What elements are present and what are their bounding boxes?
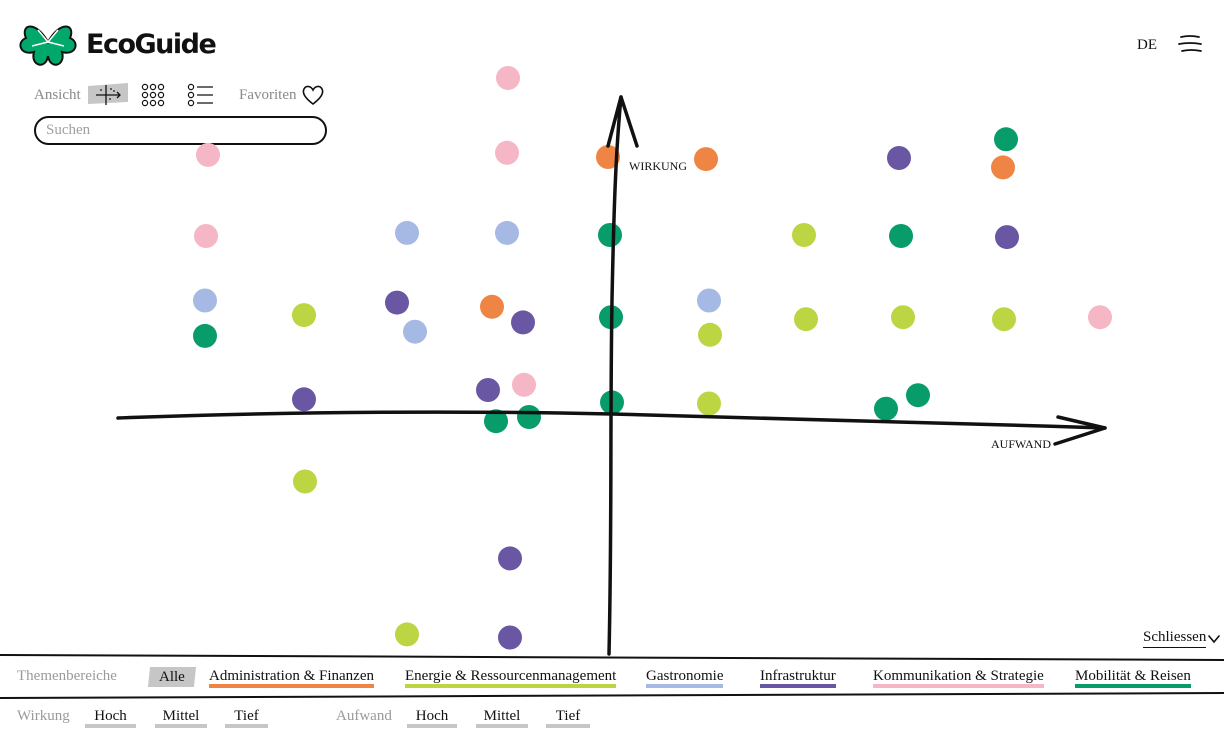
measure-dot-kommunikation[interactable]: [495, 140, 519, 165]
measure-dot-gastronomie[interactable]: [697, 288, 721, 313]
category-label: Kommunikation & Strategie: [873, 668, 1044, 684]
category-chip-infrastruktur[interactable]: Infrastruktur: [760, 668, 836, 688]
close-filter-button[interactable]: Schliessen: [1143, 629, 1221, 648]
measure-dot-mobilitaet[interactable]: [484, 409, 508, 434]
effort-filter-label: Aufwand: [336, 708, 392, 724]
measure-dot-energie[interactable]: [794, 307, 818, 332]
category-filter-row: Themenbereiche Alle Administration & Fin…: [0, 666, 1224, 690]
measure-dot-administration[interactable]: [480, 294, 504, 319]
category-label: Administration & Finanzen: [209, 668, 374, 684]
measure-dot-infrastruktur[interactable]: [476, 378, 500, 402]
measure-dot-kommunikation[interactable]: [512, 372, 536, 397]
impact-effort-filter-row: Wirkung Hoch Mittel Tief Aufwand Hoch Mi…: [0, 706, 1224, 730]
measure-dot-infrastruktur[interactable]: [887, 146, 911, 170]
impact-chip-tief[interactable]: Tief: [225, 708, 268, 728]
view-label: Ansicht: [34, 87, 81, 103]
view-toolbar: Ansicht: [34, 82, 334, 110]
measure-dot-mobilitaet[interactable]: [906, 383, 930, 408]
measure-dot-mobilitaet[interactable]: [598, 223, 622, 247]
close-label: Schliessen: [1143, 629, 1207, 648]
category-label: Energie & Ressourcenmanagement: [405, 668, 617, 684]
x-axis-arrowhead: [1053, 415, 1107, 446]
view-grid-button[interactable]: [140, 82, 168, 110]
heart-icon: [302, 85, 324, 106]
measure-dot-infrastruktur[interactable]: [385, 290, 409, 315]
measure-dot-mobilitaet[interactable]: [599, 305, 623, 330]
measure-dot-energie[interactable]: [293, 469, 317, 494]
y-axis: [607, 95, 623, 656]
x-axis-label: AUFWAND: [991, 437, 1051, 451]
divider-middle: [0, 692, 1224, 699]
effort-chip-hoch[interactable]: Hoch: [407, 708, 457, 728]
impact-filter-label: Wirkung: [17, 708, 70, 724]
measure-dot-energie[interactable]: [992, 307, 1016, 332]
measure-dot-kommunikation[interactable]: [194, 224, 218, 248]
measure-dot-energie[interactable]: [395, 622, 419, 647]
impact-chip-hoch[interactable]: Hoch: [85, 708, 136, 728]
view-axis-button[interactable]: [86, 82, 130, 108]
divider-top: [0, 654, 1224, 661]
measure-dot-infrastruktur[interactable]: [498, 546, 522, 571]
measure-dot-energie[interactable]: [698, 322, 722, 347]
measure-dot-energie[interactable]: [697, 391, 721, 416]
category-chip-gastronomie[interactable]: Gastronomie: [646, 668, 724, 688]
effort-chip-mittel[interactable]: Mittel: [476, 708, 528, 728]
measure-dot-mobilitaet[interactable]: [517, 405, 541, 429]
measure-dot-kommunikation[interactable]: [496, 66, 520, 90]
impact-chip-mittel[interactable]: Mittel: [155, 708, 207, 728]
measure-dot-kommunikation[interactable]: [1088, 305, 1112, 330]
clover-logo-icon: [19, 25, 77, 66]
view-list-button[interactable]: [187, 82, 215, 110]
logo-text: EcoGuide: [86, 28, 217, 60]
category-label: Infrastruktur: [760, 668, 836, 684]
measure-dot-kommunikation[interactable]: [196, 142, 220, 167]
effort-chip-tief[interactable]: Tief: [546, 708, 590, 728]
logo[interactable]: EcoGuide: [16, 16, 217, 72]
measure-dot-administration[interactable]: [694, 147, 718, 172]
measure-dot-mobilitaet[interactable]: [600, 390, 624, 415]
favorites-button[interactable]: [301, 84, 325, 106]
measure-dot-administration[interactable]: [991, 155, 1015, 180]
category-label: Mobilität & Reisen: [1075, 668, 1191, 684]
measure-dot-gastronomie[interactable]: [495, 220, 519, 245]
measure-dot-mobilitaet[interactable]: [874, 396, 898, 421]
y-axis-label: WIRKUNG: [629, 159, 687, 173]
category-label: Gastronomie: [646, 668, 724, 684]
chevron-down-icon: [1208, 634, 1221, 643]
grid-view-icon: [141, 83, 165, 107]
dot-layer: [193, 66, 1112, 650]
axis-view-icon: [88, 83, 128, 105]
x-axis: [116, 410, 1107, 430]
measure-dot-gastronomie[interactable]: [403, 319, 427, 344]
measure-dot-infrastruktur[interactable]: [995, 225, 1019, 250]
measure-dot-infrastruktur[interactable]: [292, 387, 316, 412]
category-chip-administration[interactable]: Administration & Finanzen: [209, 668, 374, 688]
language-switcher[interactable]: DE: [1137, 37, 1157, 53]
measure-dot-energie[interactable]: [891, 305, 915, 330]
category-chip-kommunikation[interactable]: Kommunikation & Strategie: [873, 668, 1044, 688]
category-row-label: Themenbereiche: [17, 668, 117, 684]
list-view-icon: [187, 83, 213, 107]
hamburger-menu-icon: [1178, 35, 1202, 52]
measure-dot-administration[interactable]: [596, 145, 620, 169]
menu-button[interactable]: [1176, 33, 1204, 55]
measure-dot-gastronomie[interactable]: [193, 288, 217, 313]
measure-dot-infrastruktur[interactable]: [511, 310, 535, 335]
measure-dot-mobilitaet[interactable]: [994, 127, 1018, 152]
favorites-label[interactable]: Favoriten: [239, 87, 297, 103]
measure-dot-mobilitaet[interactable]: [193, 323, 217, 348]
measure-dot-mobilitaet[interactable]: [889, 224, 913, 248]
measure-dot-gastronomie[interactable]: [395, 220, 419, 245]
category-chip-all[interactable]: Alle: [147, 667, 196, 687]
measure-dot-infrastruktur[interactable]: [498, 625, 522, 650]
y-axis-arrowhead: [606, 95, 639, 148]
category-chip-energie[interactable]: Energie & Ressourcenmanagement: [405, 668, 617, 688]
search-input[interactable]: [34, 116, 327, 145]
category-chip-mobilitaet[interactable]: Mobilität & Reisen: [1075, 668, 1191, 688]
measure-dot-energie[interactable]: [792, 223, 816, 247]
measure-dot-energie[interactable]: [292, 303, 316, 328]
